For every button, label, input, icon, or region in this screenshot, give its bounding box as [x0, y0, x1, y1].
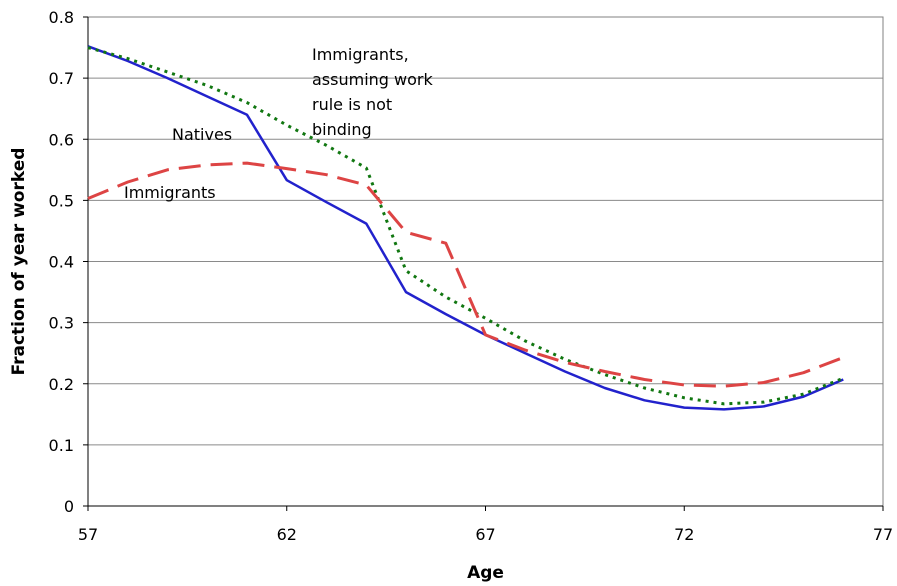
y-tick-label: 0.6	[49, 130, 74, 149]
y-axis-title: Fraction of year worked	[9, 148, 29, 376]
series-line-immigrants	[87, 161, 844, 388]
annotation-line: binding	[312, 120, 372, 139]
annotation-immigrants-not-binding: Immigrants, assuming work rule is not bi…	[312, 45, 438, 139]
x-tick-label: 57	[78, 525, 98, 544]
y-tick-label: 0.2	[49, 375, 74, 394]
x-tick-label: 62	[277, 525, 297, 544]
y-tick-label: 0.1	[49, 436, 74, 455]
x-tick-label: 67	[475, 525, 495, 544]
annotation-line: Immigrants,	[312, 45, 409, 64]
y-tick-label: 0.4	[49, 253, 74, 272]
annotation-immigrants: Immigrants	[124, 183, 216, 202]
tick-labels: 0 0.1 0.2 0.3 0.4 0.5 0.6 0.7 0.8 57 62 67 72 77	[49, 8, 894, 544]
series-line-natives	[87, 45, 844, 411]
annotation-natives: Natives	[172, 125, 232, 144]
axes	[83, 16, 884, 511]
x-tick-label: 77	[873, 525, 893, 544]
gridlines	[88, 16, 883, 446]
series-line-immigrants-assuming-work-rule-is-not-binding	[87, 46, 844, 406]
y-tick-label: 0.8	[49, 8, 74, 27]
y-tick-label: 0.7	[49, 69, 74, 88]
series-lines	[87, 45, 844, 411]
y-tick-label: 0.5	[49, 191, 74, 210]
y-tick-label: 0	[64, 497, 74, 516]
x-tick-label: 72	[674, 525, 694, 544]
y-tick-label: 0.3	[49, 314, 74, 333]
annotation-line: rule is not	[312, 95, 392, 114]
annotation-line: assuming work	[312, 70, 433, 89]
x-axis-title: Age	[467, 563, 504, 583]
